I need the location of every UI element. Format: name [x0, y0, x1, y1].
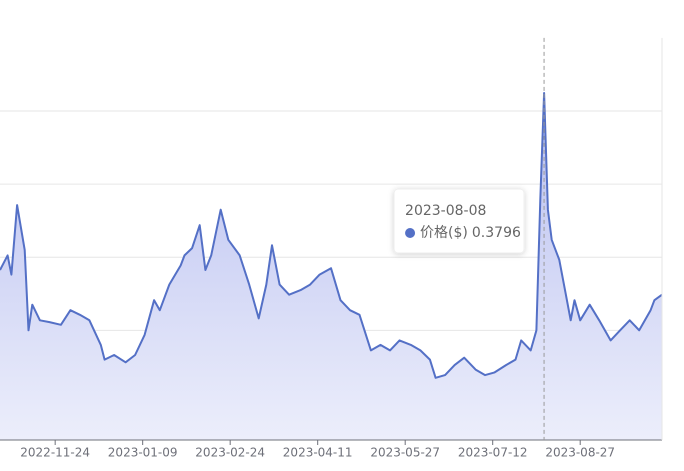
area-fill	[0, 93, 662, 440]
tooltip-marker	[405, 228, 416, 238]
x-tick-label: 2023-08-27	[545, 446, 615, 460]
x-tick-label: 2023-02-24	[195, 446, 265, 460]
tooltip-box	[393, 188, 525, 254]
x-tick-label: 2022-11-24	[20, 446, 90, 460]
tooltip: 2023-08-08 价格($) 0.3796	[393, 37, 545, 440]
price-line	[0, 92, 663, 379]
x-tick-label: 2023-07-12	[458, 446, 528, 460]
x-axis: 2022-11-24 2023-01-09 2023-02-24 2023-04-11…	[0, 37, 663, 460]
tooltip-value: 0.3796	[472, 225, 521, 241]
x-tick-label: 2023-01-09	[108, 446, 178, 460]
tooltip-series-name: 价格($)	[420, 225, 468, 241]
x-tick-label: 2023-04-11	[283, 446, 353, 460]
x-tick-label: 2023-05-27	[370, 446, 440, 460]
plot	[0, 92, 663, 440]
tooltip-date: 2023-08-08	[405, 203, 486, 219]
